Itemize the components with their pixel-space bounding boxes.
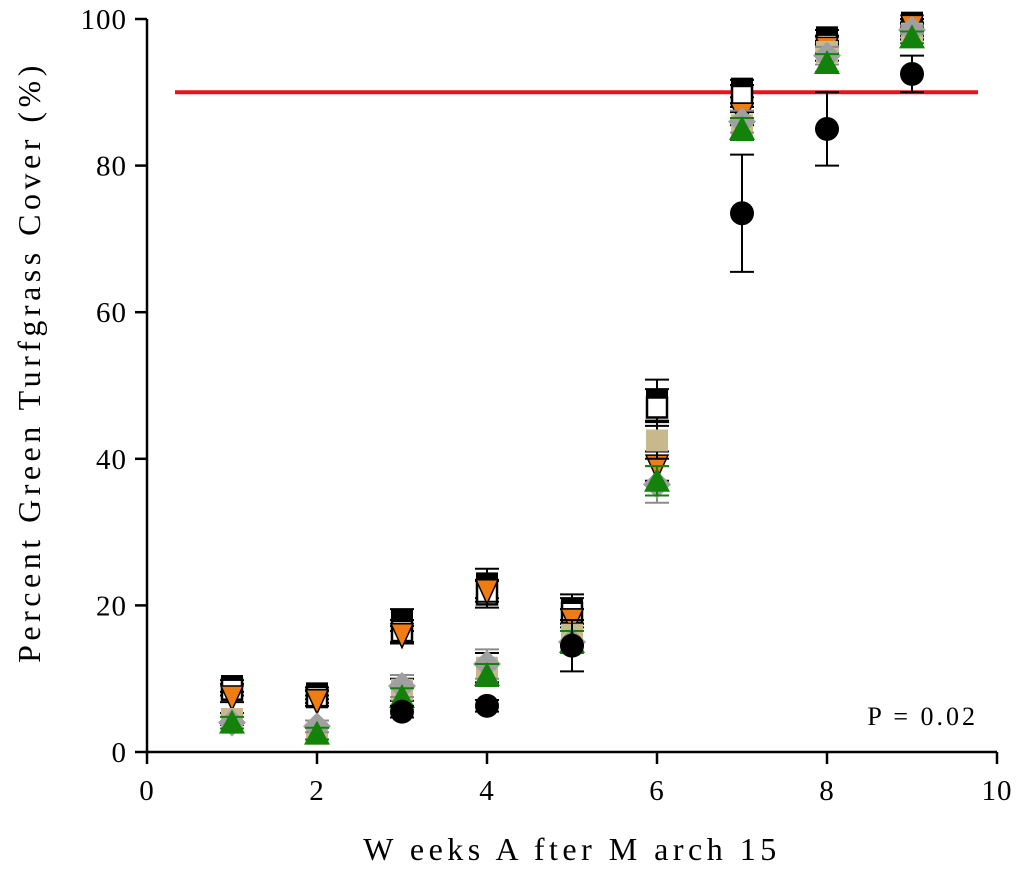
marker-triangle <box>899 24 925 49</box>
marker-circle <box>390 699 414 724</box>
marker-tan-square <box>646 429 668 452</box>
y-tick-label: 60 <box>96 297 127 329</box>
marker-circle <box>815 116 839 141</box>
marker-circle <box>730 201 754 226</box>
marker-triangle <box>729 115 755 140</box>
y-tick-label: 0 <box>112 737 128 769</box>
x-axis-title: W eeks A fter M arch 15 <box>363 831 780 867</box>
marker-circle <box>900 61 924 86</box>
x-tick-label: 8 <box>819 775 835 807</box>
marker-triangle <box>644 467 670 492</box>
marker-triangle <box>304 720 330 745</box>
marker-triangle <box>814 49 840 74</box>
x-tick-label: 6 <box>649 775 665 807</box>
x-tick-label: 2 <box>309 775 325 807</box>
series-triangle <box>219 24 925 745</box>
marker-down-triangle <box>219 685 245 712</box>
marker-down-triangle <box>304 688 330 716</box>
marker-down-triangle <box>474 578 500 606</box>
series-circle <box>390 54 924 724</box>
y-tick-label: 20 <box>96 590 127 622</box>
y-tick-label: 40 <box>96 444 127 476</box>
data-marks <box>175 11 978 745</box>
p-value-annotation: P = 0.02 <box>867 702 978 731</box>
y-tick-label: 100 <box>81 4 128 36</box>
marker-triangle <box>474 662 500 687</box>
marker-down-triangle <box>389 622 415 650</box>
x-tick-label: 0 <box>139 775 155 807</box>
marker-circle <box>560 633 584 658</box>
y-tick-label: 80 <box>96 151 127 183</box>
y-axis-title: Percent Green Turfgrass Cover (%) <box>11 61 47 663</box>
marker-open-square <box>645 396 669 419</box>
x-tick-label: 4 <box>479 775 495 807</box>
marker-triangle <box>219 709 245 734</box>
marker-circle <box>475 693 499 718</box>
x-tick-label: 10 <box>982 775 1013 807</box>
series-down-triangle <box>219 14 925 716</box>
